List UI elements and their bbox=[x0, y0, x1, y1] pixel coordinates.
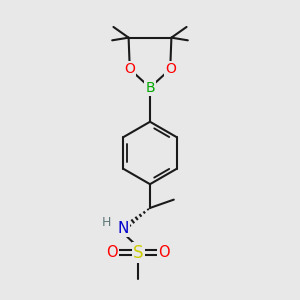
Text: N: N bbox=[118, 221, 129, 236]
Text: O: O bbox=[165, 62, 176, 76]
Text: B: B bbox=[145, 81, 155, 94]
Text: O: O bbox=[106, 245, 118, 260]
Text: O: O bbox=[124, 62, 135, 76]
Text: S: S bbox=[133, 244, 143, 262]
Text: O: O bbox=[158, 245, 170, 260]
Text: H: H bbox=[101, 216, 111, 229]
